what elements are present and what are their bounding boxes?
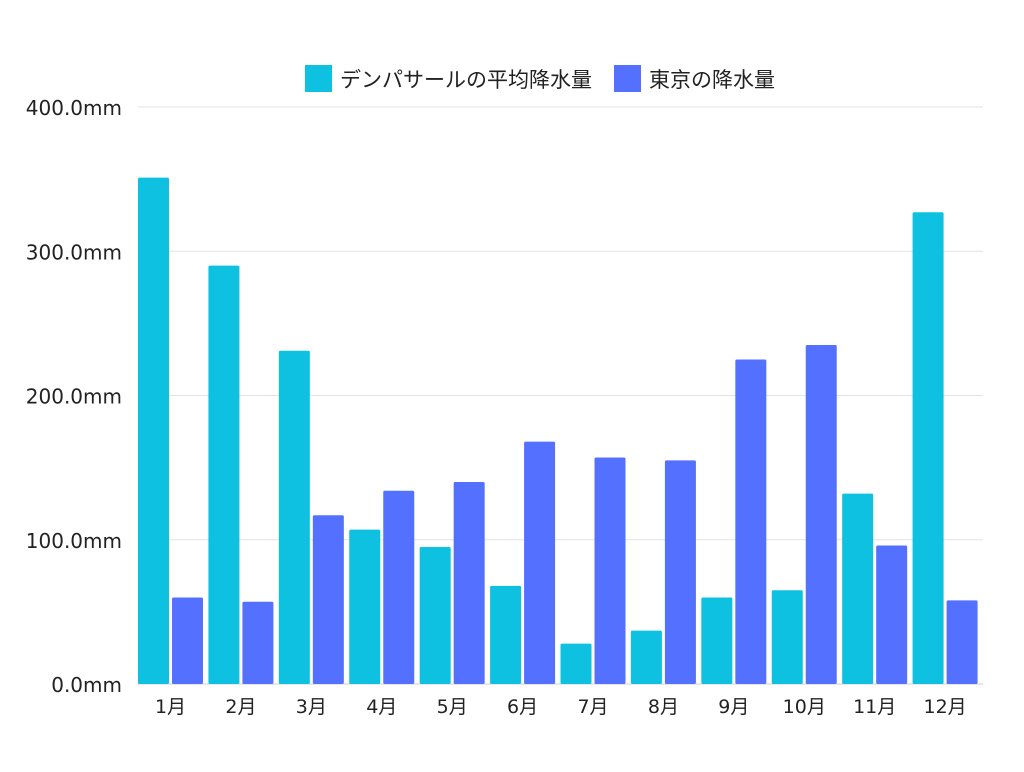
bar-denpasar	[349, 529, 381, 684]
legend-swatch	[305, 65, 332, 92]
bar-tokyo	[805, 345, 837, 684]
x-tick-label: 12月	[923, 696, 966, 718]
bar-denpasar	[560, 643, 592, 684]
bar-tokyo	[172, 597, 203, 684]
x-tick-label: 7月	[577, 696, 608, 718]
bar-denpasar	[842, 493, 874, 684]
legend-swatch	[614, 65, 641, 92]
x-tick-label: 9月	[718, 696, 749, 718]
y-tick-label: 100.0mm	[26, 529, 122, 553]
bar-denpasar	[771, 590, 803, 684]
y-tick-label: 200.0mm	[26, 385, 122, 409]
bar-denpasar	[490, 585, 522, 684]
y-tick-label: 0.0mm	[51, 673, 122, 697]
legend-item-denpasar[interactable]: デンパサールの平均降水量	[305, 65, 592, 92]
bar-denpasar	[208, 265, 240, 684]
bar-denpasar	[278, 350, 310, 684]
legend-item-tokyo[interactable]: 東京の降水量	[614, 65, 775, 92]
bar-tokyo	[453, 482, 485, 684]
bar-tokyo	[594, 457, 626, 684]
legend-label: 東京の降水量	[649, 68, 775, 92]
bar-tokyo	[383, 490, 415, 684]
legend[interactable]: デンパサールの平均降水量 東京の降水量	[305, 65, 775, 92]
bars	[138, 177, 978, 685]
bar-tokyo	[946, 600, 978, 684]
legend-label: デンパサールの平均降水量	[340, 68, 592, 92]
x-tick-label: 3月	[296, 696, 327, 718]
x-axis-ticks: 1月 2月 3月 4月 5月 6月 7月 8月 9月 10月 11月 12月	[155, 696, 967, 718]
bar-denpasar	[912, 212, 944, 685]
bar-denpasar	[419, 546, 451, 684]
bar-tokyo	[242, 601, 274, 684]
x-tick-label: 1月	[155, 696, 186, 718]
bar-tokyo	[524, 441, 556, 684]
x-tick-label: 6月	[507, 696, 538, 718]
y-tick-label: 400.0mm	[26, 96, 122, 120]
x-tick-label: 8月	[648, 696, 679, 718]
x-tick-label: 2月	[225, 696, 256, 718]
bar-denpasar	[701, 597, 733, 684]
x-tick-label: 4月	[366, 696, 397, 718]
y-axis-ticks: 0.0mm 100.0mm 200.0mm 300.0mm 400.0mm	[26, 96, 122, 697]
bar-tokyo	[312, 515, 344, 684]
bar-tokyo	[876, 545, 908, 684]
bar-tokyo	[664, 460, 696, 684]
y-tick-label: 300.0mm	[26, 240, 122, 264]
x-tick-label: 11月	[853, 696, 896, 718]
bar-denpasar	[630, 630, 662, 684]
x-tick-label: 5月	[437, 696, 468, 718]
bar-denpasar	[138, 177, 169, 684]
bar-tokyo	[735, 359, 767, 684]
x-tick-label: 10月	[783, 696, 826, 718]
